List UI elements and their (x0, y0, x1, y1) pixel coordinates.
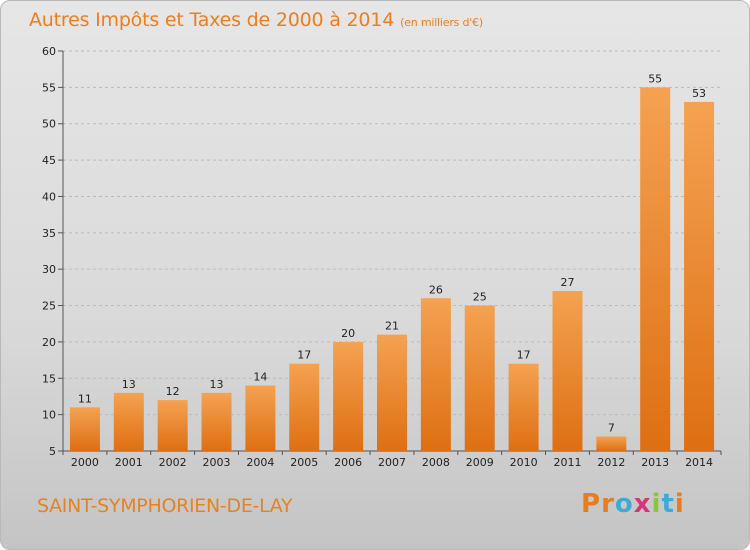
logo-letter: o (614, 489, 634, 519)
x-tick-label: 2009 (466, 456, 494, 469)
x-tick-label: 2006 (334, 456, 362, 469)
logo-letter: r (601, 489, 615, 519)
logo-letter: P (581, 489, 602, 519)
data-label: 55 (648, 72, 662, 85)
bar (245, 385, 276, 451)
y-tick-label: 10 (42, 409, 56, 422)
y-tick-label: 25 (42, 300, 56, 313)
labels: 11 13 12 13 14 17 20 21 26 25 17 27 7 55 53 (78, 72, 706, 434)
y-tick-label: 15 (42, 372, 56, 385)
x-tick-label: 2005 (290, 456, 318, 469)
axes: 5 10 15 20 25 30 35 40 45 50 55 60 2000 2001 2002 2003 2… (42, 45, 722, 469)
data-label: 11 (78, 392, 92, 405)
bar (201, 392, 232, 451)
x-tick-label: 2013 (641, 456, 669, 469)
x-tick-label: 2001 (115, 456, 143, 469)
y-tick-label: 40 (42, 190, 56, 203)
data-label: 14 (253, 371, 267, 384)
data-label: 26 (429, 283, 443, 296)
data-label: 17 (517, 349, 531, 362)
bar (684, 101, 715, 451)
x-tick-label: 2008 (422, 456, 450, 469)
y-tick-label: 45 (42, 154, 56, 167)
chart-subtitle: (en milliers d'€) (400, 16, 483, 29)
data-label: 13 (210, 378, 224, 391)
x-tick-label: 2014 (685, 456, 713, 469)
logo-letter: t (661, 489, 675, 519)
data-label: 13 (122, 378, 136, 391)
data-label: 21 (385, 320, 399, 333)
data-label: 27 (560, 276, 574, 289)
y-tick-label: 50 (42, 118, 56, 131)
bar (640, 87, 671, 451)
x-tick-label: 2011 (553, 456, 581, 469)
chart-title: Autres Impôts et Taxes de 2000 à 2014 (en… (29, 9, 483, 31)
data-label: 17 (297, 349, 311, 362)
bar (113, 392, 144, 451)
x-tick-label: 2007 (378, 456, 406, 469)
bars (69, 87, 715, 451)
bar (420, 298, 451, 451)
commune-name: SAINT-SYMPHORIEN-DE-LAY (37, 495, 293, 517)
logo-letter: i (674, 489, 685, 519)
bar (508, 363, 539, 451)
bar (596, 436, 627, 451)
x-tick-label: 2003 (203, 456, 231, 469)
x-tick-label: 2012 (597, 456, 625, 469)
x-tick-label: 2004 (246, 456, 274, 469)
y-tick-label: 35 (42, 227, 56, 240)
bar (289, 363, 320, 451)
y-tick-label: 60 (42, 45, 56, 58)
data-label: 53 (692, 87, 706, 100)
logo-letter: i (651, 489, 662, 519)
x-tick-label: 2002 (159, 456, 187, 469)
data-label: 25 (473, 291, 487, 304)
x-tick-label: 2010 (510, 456, 538, 469)
bar (69, 407, 100, 451)
data-label: 12 (166, 385, 180, 398)
logo-letter: x (633, 489, 652, 519)
x-tick-label: 2000 (71, 456, 99, 469)
bar (464, 305, 495, 451)
data-label: 20 (341, 327, 355, 340)
y-tick-label: 30 (42, 263, 56, 276)
proxiti-logo: Proxiti (581, 489, 685, 519)
bar (552, 291, 583, 451)
y-tick-label: 55 (42, 81, 56, 94)
bar (377, 334, 407, 451)
data-label: 7 (608, 421, 615, 434)
bar (333, 341, 364, 451)
bar (157, 400, 188, 451)
y-tick-label: 20 (42, 336, 56, 349)
y-tick-label: 5 (49, 445, 56, 458)
